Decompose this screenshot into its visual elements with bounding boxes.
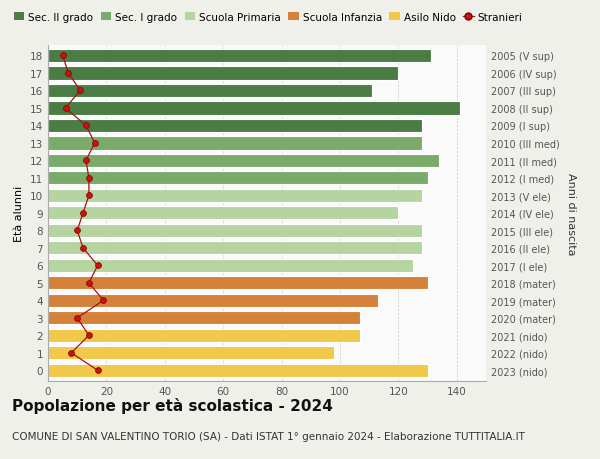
Point <box>76 88 85 95</box>
Point <box>61 105 70 112</box>
Bar <box>48 347 334 359</box>
Point <box>93 367 103 374</box>
Bar <box>48 102 460 115</box>
Bar <box>48 85 372 98</box>
Point <box>58 53 67 60</box>
Point <box>90 140 100 147</box>
Bar <box>48 259 413 272</box>
Point <box>73 314 82 322</box>
Point <box>78 210 88 217</box>
Text: COMUNE DI SAN VALENTINO TORIO (SA) - Dati ISTAT 1° gennaio 2024 - Elaborazione T: COMUNE DI SAN VALENTINO TORIO (SA) - Dat… <box>12 431 525 442</box>
Y-axis label: Anni di nascita: Anni di nascita <box>566 172 576 255</box>
Point <box>78 245 88 252</box>
Bar <box>48 137 422 150</box>
Bar <box>48 67 398 80</box>
Point <box>84 175 94 182</box>
Point <box>98 297 108 304</box>
Point <box>81 157 91 165</box>
Point <box>81 123 91 130</box>
Bar <box>48 364 428 377</box>
Point <box>67 349 76 357</box>
Text: Popolazione per età scolastica - 2024: Popolazione per età scolastica - 2024 <box>12 397 333 413</box>
Bar <box>48 277 428 290</box>
Bar <box>48 172 428 185</box>
Y-axis label: Età alunni: Età alunni <box>14 185 25 241</box>
Point <box>93 262 103 269</box>
Bar <box>48 242 422 255</box>
Bar <box>48 224 422 237</box>
Point <box>84 332 94 339</box>
Point <box>64 70 73 78</box>
Bar <box>48 312 361 325</box>
Point <box>84 192 94 200</box>
Legend: Sec. II grado, Sec. I grado, Scuola Primaria, Scuola Infanzia, Asilo Nido, Stran: Sec. II grado, Sec. I grado, Scuola Prim… <box>14 12 523 22</box>
Point <box>73 227 82 235</box>
Bar <box>48 329 361 342</box>
Point <box>84 280 94 287</box>
Bar <box>48 50 431 63</box>
Bar <box>48 120 422 133</box>
Bar <box>48 207 398 220</box>
Bar <box>48 155 439 168</box>
Bar <box>48 294 378 307</box>
Bar <box>48 190 422 202</box>
